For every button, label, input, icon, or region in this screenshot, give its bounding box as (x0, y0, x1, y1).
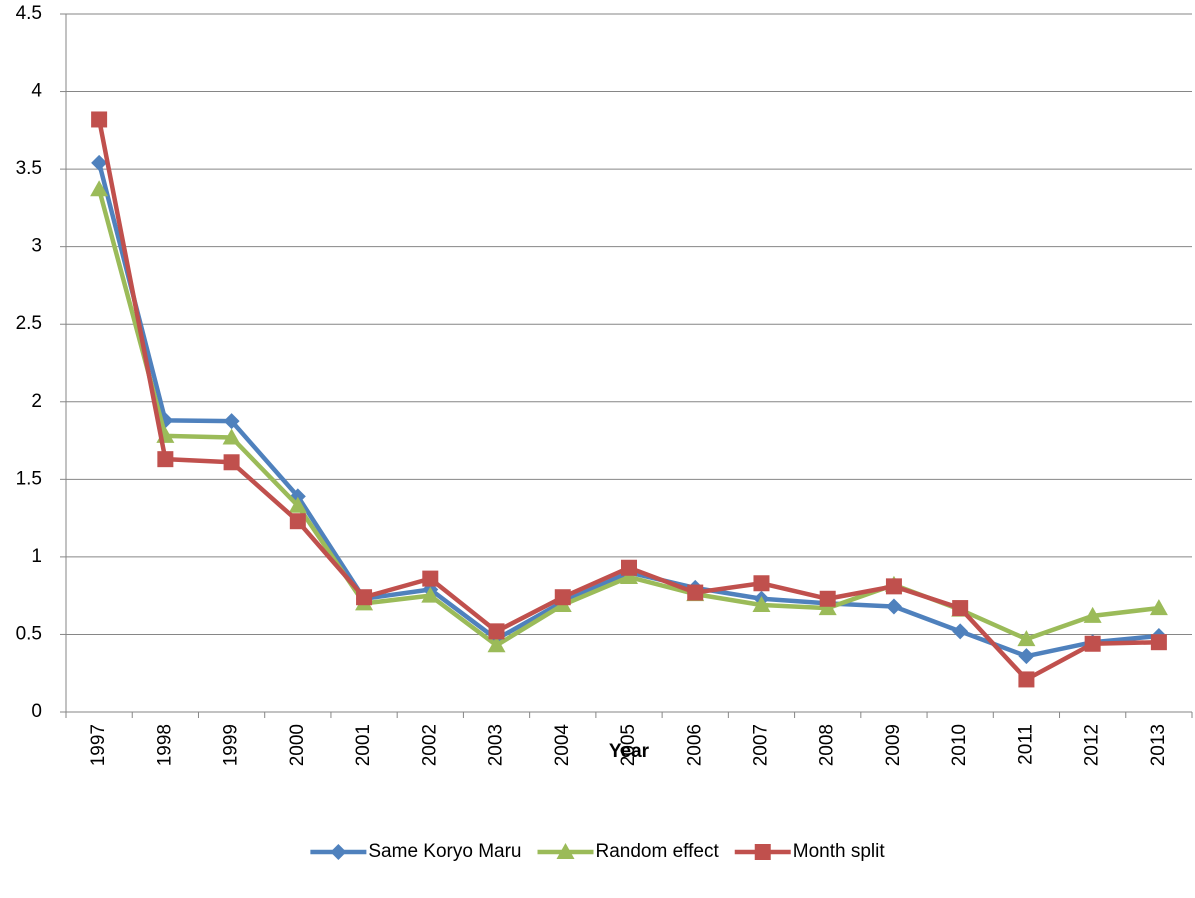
x-tick-label: 2004 (552, 724, 573, 767)
y-tick-label: 1 (31, 546, 42, 567)
x-tick-label: 2002 (419, 724, 440, 766)
marker (754, 844, 771, 860)
marker (1150, 634, 1167, 651)
marker (223, 454, 240, 471)
y-tick-label: 1.5 (16, 468, 42, 489)
marker (488, 623, 505, 640)
marker (1149, 599, 1168, 616)
marker (1018, 671, 1035, 688)
marker (90, 180, 109, 197)
x-tick-label: 2012 (1082, 724, 1103, 766)
x-tick-label: 2006 (684, 724, 705, 766)
x-tick-label: 2010 (949, 724, 970, 766)
y-tick-label: 4.5 (16, 3, 42, 24)
x-tick-label: 2005 (618, 724, 639, 766)
marker (620, 568, 638, 585)
marker (421, 586, 440, 603)
y-tick-label: 2 (31, 391, 42, 412)
marker (1083, 606, 1102, 623)
marker (621, 559, 637, 576)
marker (885, 578, 902, 595)
x-tick-label: 2009 (883, 724, 904, 766)
x-tick-label: 2003 (486, 724, 507, 766)
x-axis-title: Year (609, 741, 650, 762)
marker (1018, 648, 1035, 665)
marker (818, 599, 837, 616)
y-tick-label: 3 (31, 236, 42, 257)
x-tick-label: 2000 (287, 724, 308, 766)
legend-label: Random effect (596, 841, 720, 862)
marker (91, 111, 108, 128)
marker (289, 513, 306, 530)
x-tick-label: 2013 (1148, 724, 1169, 766)
marker (356, 589, 373, 606)
x-tick-label: 1997 (88, 724, 109, 766)
marker (687, 584, 704, 601)
y-tick-label: 2.5 (16, 313, 42, 334)
marker (752, 595, 771, 612)
marker (157, 451, 174, 468)
marker (952, 600, 969, 617)
marker (885, 598, 902, 615)
series-line (96, 119, 1159, 682)
legend: Same Koryo Maru Random effect Month split (310, 841, 885, 862)
y-tick-label: 4 (31, 81, 42, 102)
marker (487, 636, 506, 653)
legend-label: Month split (793, 841, 886, 862)
marker (422, 570, 439, 587)
marker (819, 590, 836, 607)
marker (1084, 635, 1101, 652)
marker (288, 496, 307, 513)
x-tick-label: 2001 (353, 724, 374, 766)
y-tick-label: 0.5 (16, 623, 42, 644)
x-tick-label: 1998 (154, 724, 175, 766)
marker (91, 154, 108, 171)
marker (554, 589, 571, 606)
x-tick-label: 1999 (221, 724, 242, 766)
y-tick-label: 0 (31, 701, 42, 722)
marker (222, 428, 241, 445)
marker (952, 623, 969, 640)
x-tick-label: 2008 (817, 724, 838, 766)
marker (753, 575, 770, 592)
legend-label: Same Koryo Maru (368, 841, 521, 862)
marker (1017, 630, 1036, 647)
marker (556, 843, 575, 859)
marker (330, 844, 347, 860)
x-tick-label: 2007 (750, 724, 771, 766)
marker (223, 413, 240, 430)
y-tick-label: 3.5 (16, 158, 42, 179)
x-tick-label: 2011 (1015, 724, 1036, 765)
